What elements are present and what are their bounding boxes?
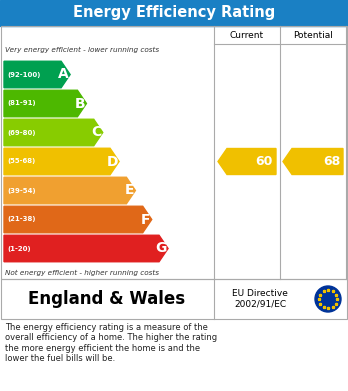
Text: EU Directive
2002/91/EC: EU Directive 2002/91/EC xyxy=(232,289,288,309)
Bar xyxy=(1,279,347,319)
Bar xyxy=(0,0,348,26)
Text: (81-91): (81-91) xyxy=(7,100,35,106)
Polygon shape xyxy=(283,149,343,174)
Bar xyxy=(1,26,347,279)
Text: (1-20): (1-20) xyxy=(7,246,31,251)
Text: C: C xyxy=(92,126,102,140)
Circle shape xyxy=(315,286,341,312)
Text: F: F xyxy=(141,212,151,226)
Text: D: D xyxy=(106,154,118,169)
Text: Energy Efficiency Rating: Energy Efficiency Rating xyxy=(73,5,275,20)
Text: E: E xyxy=(125,183,134,197)
Text: England & Wales: England & Wales xyxy=(29,290,185,308)
Polygon shape xyxy=(4,235,168,262)
Polygon shape xyxy=(4,61,70,88)
Text: 60: 60 xyxy=(256,155,273,168)
Text: Very energy efficient - lower running costs: Very energy efficient - lower running co… xyxy=(5,47,159,53)
Text: Current: Current xyxy=(230,30,264,39)
Text: Not energy efficient - higher running costs: Not energy efficient - higher running co… xyxy=(5,270,159,276)
Text: B: B xyxy=(75,97,86,111)
Text: G: G xyxy=(156,242,167,255)
Text: 68: 68 xyxy=(323,155,340,168)
Polygon shape xyxy=(4,148,119,175)
Text: A: A xyxy=(58,68,69,81)
Polygon shape xyxy=(4,206,152,233)
Polygon shape xyxy=(4,119,103,146)
Text: The energy efficiency rating is a measure of the
overall efficiency of a home. T: The energy efficiency rating is a measur… xyxy=(5,323,217,363)
Polygon shape xyxy=(4,177,135,204)
Polygon shape xyxy=(218,149,276,174)
Text: (39-54): (39-54) xyxy=(7,188,35,194)
Text: Potential: Potential xyxy=(293,30,333,39)
Text: (69-80): (69-80) xyxy=(7,129,35,136)
Text: (55-68): (55-68) xyxy=(7,158,35,165)
Polygon shape xyxy=(4,90,86,117)
Text: (92-100): (92-100) xyxy=(7,72,40,77)
Text: (21-38): (21-38) xyxy=(7,217,35,222)
